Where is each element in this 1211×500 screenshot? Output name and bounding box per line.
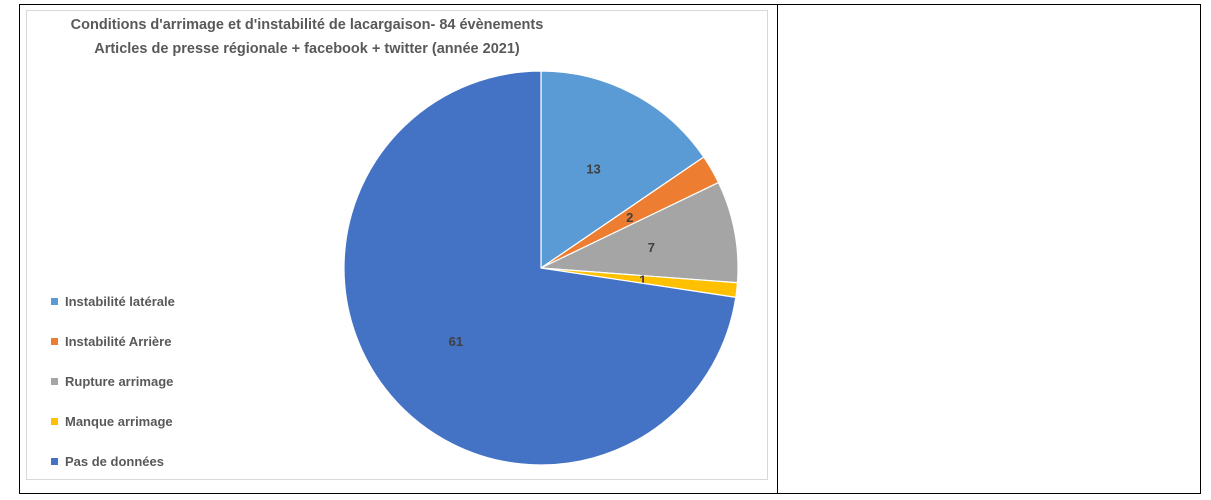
chart-subtitle: Articles de presse régionale + facebook … [94, 41, 520, 57]
legend-label: Manque arrimage [65, 413, 173, 429]
legend-swatch [51, 417, 58, 425]
document-table [19, 4, 1201, 494]
data-label-5: 61 [449, 334, 463, 349]
legend-label: Rupture arrimage [65, 373, 174, 389]
pie-chart: Conditions d'arrimage et d'instabilité d… [26, 10, 768, 480]
data-label-1: 13 [586, 162, 600, 177]
legend-label: Pas de données [65, 453, 164, 469]
data-label-3: 7 [648, 240, 655, 255]
legend-swatch [51, 337, 58, 345]
legend-item-3: Rupture arrimage [51, 361, 175, 401]
legend-swatch [51, 377, 58, 385]
legend-swatch [51, 297, 58, 305]
pie-slice-1 [540, 70, 705, 270]
legend-label: Instabilité latérale [65, 293, 175, 309]
legend-item-1: Instabilité latérale [51, 281, 175, 321]
data-label-4: 1 [639, 272, 646, 287]
pie-slice-5 [343, 70, 737, 466]
pie-plot-area: 13 27 1 61 [343, 70, 739, 466]
chart-legend: Instabilité latérale Instabilité Arrière R… [51, 281, 175, 481]
pie-slice-3 [538, 181, 739, 284]
legend-label: Instabilité Arrière [65, 333, 172, 349]
chart-title: Conditions d'arrimage et d'instabilité d… [70, 17, 544, 33]
legend-swatch [51, 457, 58, 465]
legend-item-5: Pas de données [51, 441, 175, 481]
legend-item-4: Manque arrimage [51, 401, 175, 441]
legend-item-2: Instabilité Arrière [51, 321, 175, 361]
table-column-divider [777, 4, 778, 494]
data-label-2: 2 [626, 210, 633, 225]
